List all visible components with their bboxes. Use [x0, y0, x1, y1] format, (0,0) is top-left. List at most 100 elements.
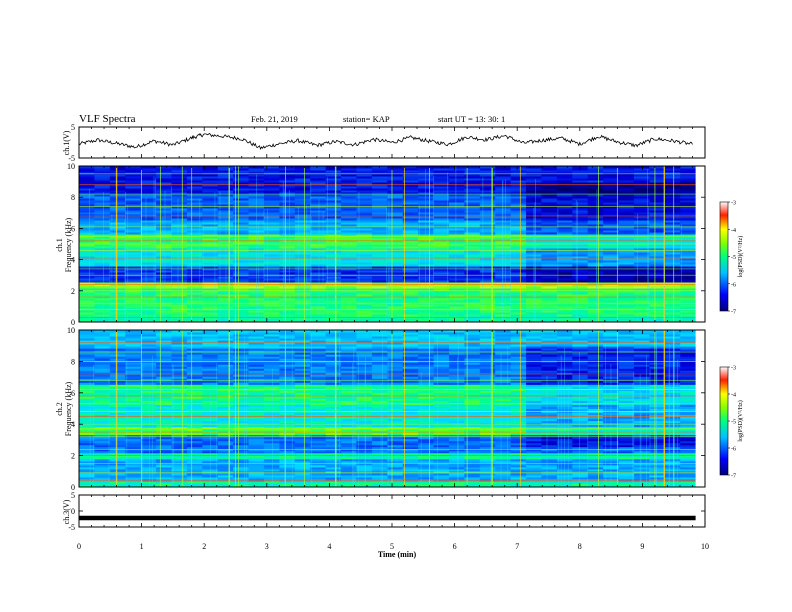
spectrogram-cell: [217, 172, 234, 175]
spectrogram-cell: [510, 252, 527, 255]
spectrogram-cell: [510, 254, 527, 257]
spectrogram-cell: [418, 290, 435, 293]
spectrogram-cell: [341, 204, 357, 207]
spectrogram-cell: [263, 238, 280, 241]
spectrogram-cell: [140, 436, 157, 440]
spectrogram-cell: [356, 210, 373, 213]
spectrogram-cell: [310, 188, 327, 191]
spectrogram-cell: [572, 472, 589, 476]
spectrogram-cell: [572, 456, 589, 460]
spectrogram-cell: [448, 208, 465, 211]
spectrogram-cell: [479, 480, 496, 484]
spectrogram-cell: [402, 480, 419, 484]
spectrogram-cell: [618, 282, 635, 285]
spectrogram-cell: [402, 294, 419, 297]
spectrogram-cell: [464, 416, 481, 420]
spectrogram-cell: [680, 206, 697, 209]
spectrogram-cell: [186, 248, 203, 251]
spectrogram-cell: [171, 226, 188, 229]
spectrogram-cell: [263, 466, 280, 470]
spectrogram-cell: [680, 218, 697, 221]
spectrogram-cell: [310, 474, 327, 478]
spectrogram-cell: [510, 208, 527, 211]
spectrogram-cell: [402, 306, 419, 309]
spectrogram-cell: [79, 192, 95, 195]
spectrogram-cell: [664, 412, 681, 416]
spectrogram-cell: [125, 424, 142, 428]
spectrogram-cell: [418, 478, 435, 482]
spectrogram-cell: [479, 470, 496, 474]
spectrogram-cell: [294, 478, 311, 482]
spectrogram-cell: [664, 482, 681, 486]
spectrogram-cell: [263, 250, 280, 253]
spectrogram-cell: [572, 192, 589, 195]
spectrogram-cell: [479, 226, 496, 229]
spectrogram-cell: [294, 192, 311, 195]
spectrogram-cell: [341, 426, 357, 430]
spectrogram-cell: [171, 426, 188, 430]
spectrogram-cell: [556, 414, 573, 418]
spectrogram-cell: [156, 200, 172, 203]
spectrogram-cell: [664, 190, 681, 193]
spectrogram-cell: [325, 194, 342, 197]
spectrogram-cell: [186, 220, 203, 223]
spectrogram-cell: [556, 416, 573, 420]
spectrogram-cell: [186, 420, 203, 424]
spectrogram-cell: [572, 298, 589, 301]
spectrogram-cell: [587, 256, 604, 259]
spectrogram-cell: [541, 480, 558, 484]
spectrogram-cell: [202, 232, 219, 235]
spectrogram-cell: [464, 168, 481, 171]
spectrogram-cell: [356, 292, 373, 295]
spectrogram-cell: [202, 244, 219, 247]
spectrogram-cell: [79, 434, 95, 438]
spectrogram-cell: [387, 300, 404, 303]
spectrogram-cell: [664, 422, 681, 426]
spectrogram-cell: [356, 436, 373, 440]
spectrogram-cell: [325, 300, 342, 303]
spectrogram-cell: [418, 304, 435, 307]
spectrogram-cell: [433, 424, 450, 428]
spectrogram-cell: [680, 166, 697, 169]
spectrogram-cell: [633, 422, 650, 426]
spectrogram-cell: [448, 218, 465, 221]
spectrogram-cell: [341, 470, 357, 474]
spectrogram-cell: [402, 166, 419, 169]
spectrogram-cell: [495, 476, 512, 480]
spectrogram-cell: [649, 222, 666, 225]
spectrogram-cell: [186, 202, 203, 205]
spectrogram-cell: [433, 188, 450, 191]
spectrogram-cell: [510, 186, 527, 189]
spectrogram-cell: [433, 178, 450, 181]
spectrogram-cell: [233, 286, 250, 289]
spectrogram-cell: [618, 272, 635, 275]
spectrogram-cell: [680, 190, 697, 193]
spectrogram-cell: [356, 218, 373, 221]
spectrogram-cell: [140, 310, 157, 313]
spectrogram-cell: [464, 284, 481, 287]
spectrogram-cell: [202, 208, 219, 211]
spectrogram-cell: [371, 420, 388, 424]
spectrogram-cell: [341, 314, 357, 317]
spectrogram-cell: [186, 482, 203, 486]
spectrogram-cell: [587, 186, 604, 189]
spectrogram-cell: [356, 224, 373, 227]
spectrogram-cell: [371, 290, 388, 293]
spectrogram-cell: [633, 184, 650, 187]
spectrogram-cell: [310, 234, 327, 237]
spectrogram-cell: [202, 174, 219, 177]
spectrogram-cell: [325, 478, 342, 482]
spectrogram-cell: [556, 200, 573, 203]
spectrogram-cell: [526, 480, 542, 484]
spectrogram-cell: [464, 304, 481, 307]
spectrogram-cell: [603, 174, 620, 177]
spectrogram-cell: [356, 426, 373, 430]
spectrogram-cell: [310, 194, 327, 197]
spectrogram-cell: [464, 248, 481, 251]
spectrogram-cell: [448, 266, 465, 269]
spectrogram-cell: [649, 206, 666, 209]
spectrogram-cell: [186, 310, 203, 313]
spectrogram-cell: [186, 444, 203, 448]
spectrogram-cell: [109, 278, 126, 281]
